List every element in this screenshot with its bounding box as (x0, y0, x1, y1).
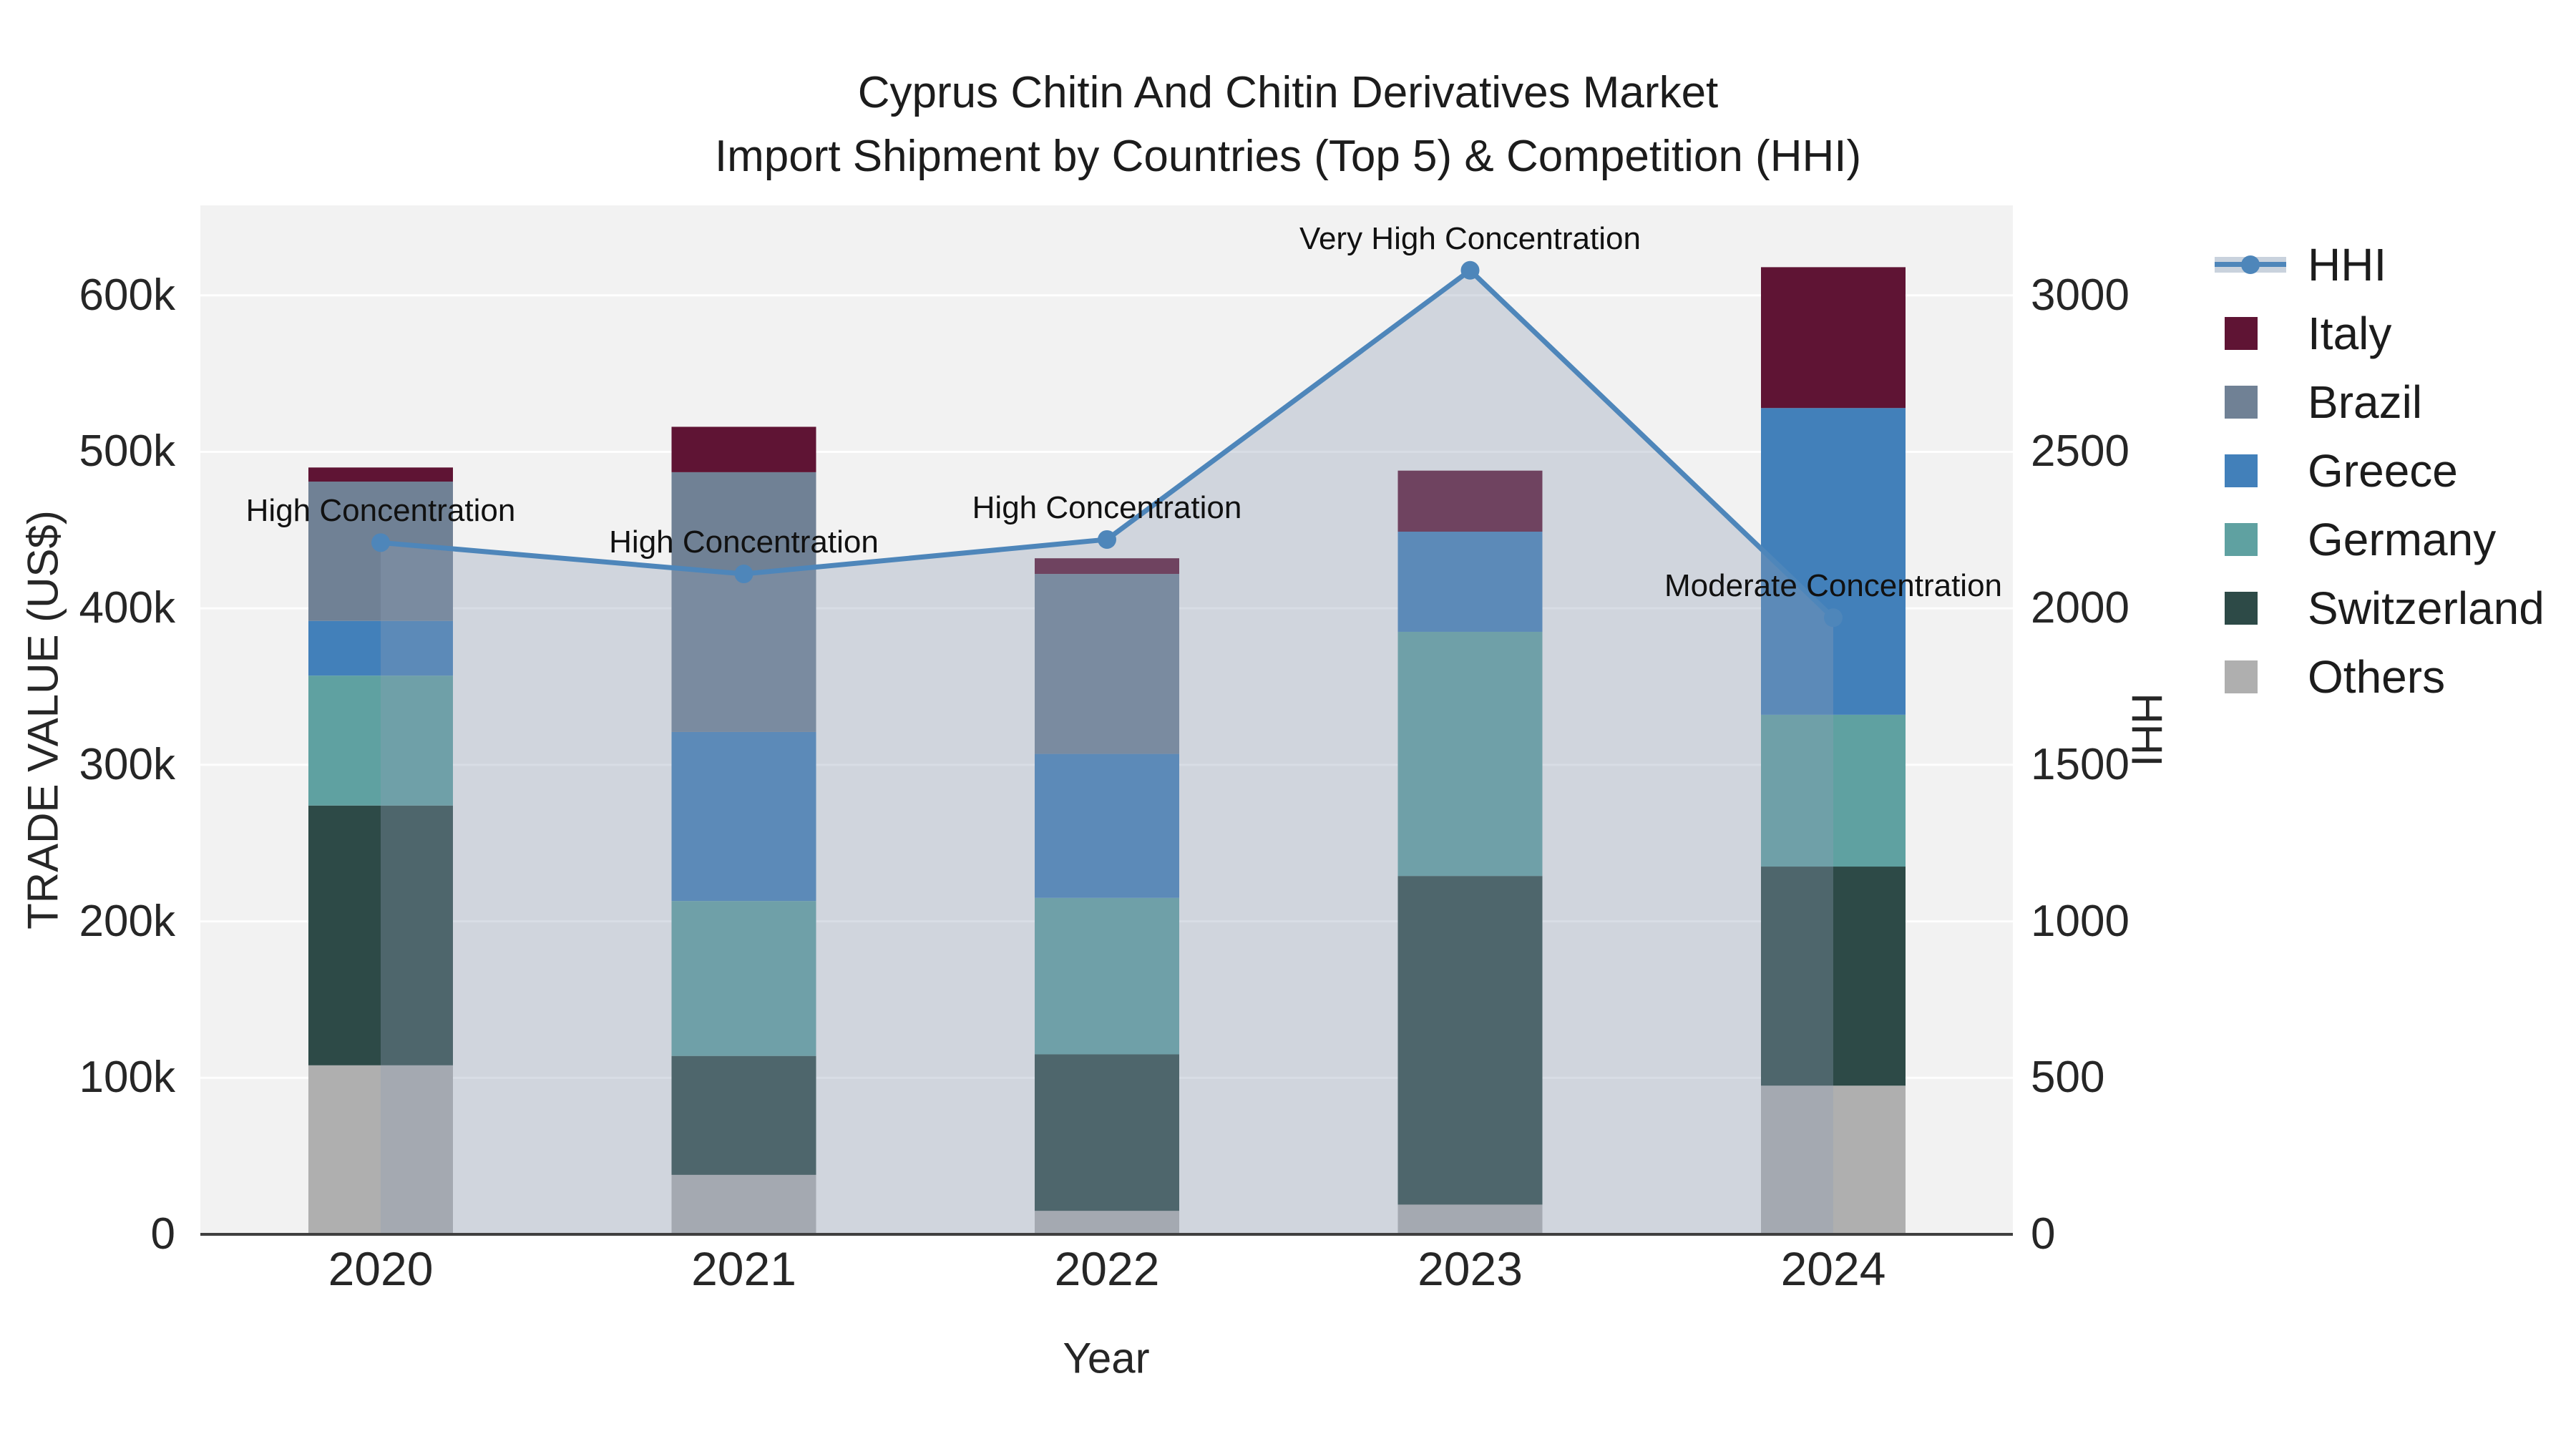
bar-2020-others[interactable] (308, 1065, 453, 1234)
bar-2021-others[interactable] (671, 1174, 816, 1234)
y-left-tick-100k: 100k (79, 1053, 175, 1103)
y-left-tick-300k: 300k (79, 739, 175, 789)
bar-2024-germany[interactable] (1761, 714, 1906, 867)
hhi-marker-2023[interactable] (1460, 260, 1480, 280)
y-left-tick-600k: 600k (79, 270, 175, 320)
legend-item-others[interactable]: Others (2215, 643, 2545, 711)
x-tick-2023: 2023 (1418, 1242, 1523, 1295)
legend-label-hhi: HHI (2308, 239, 2387, 291)
legend-label-greece: Greece (2308, 445, 2458, 497)
annotation-2024: Moderate Concentration (1664, 568, 2003, 604)
bar-2021-italy[interactable] (671, 426, 816, 472)
bar-2021-brazil[interactable] (671, 472, 816, 732)
bar-2022-greece[interactable] (1035, 753, 1179, 898)
x-tick-2021: 2021 (691, 1242, 796, 1295)
bar-2023-greece[interactable] (1397, 532, 1543, 632)
swatch-greece (2225, 454, 2258, 487)
bar-2024-switzerland[interactable] (1761, 867, 1906, 1086)
chart-title-line2: Import Shipment by Countries (Top 5) & C… (714, 132, 1862, 181)
color-swatch-icon (2215, 660, 2286, 694)
y-axis-right-title: HHI (2122, 693, 2171, 767)
hhi-marker-2022[interactable] (1098, 530, 1116, 549)
legend-label-italy: Italy (2308, 308, 2392, 359)
y-left-tick-400k: 400k (79, 583, 175, 633)
bar-2023-others[interactable] (1397, 1204, 1543, 1234)
legend-label-switzerland: Switzerland (2308, 582, 2545, 634)
bar-2024-others[interactable] (1761, 1085, 1906, 1234)
legend: HHI Italy Brazil Greece Germany Switzerland Ot… (2215, 230, 2545, 711)
bar-2021-greece[interactable] (671, 731, 816, 902)
x-tick-2020: 2020 (328, 1242, 434, 1295)
bar-2023-italy[interactable] (1397, 470, 1543, 532)
chart-title-line1: Cyprus Chitin And Chitin Derivatives Mar… (857, 68, 1719, 117)
legend-item-italy[interactable]: Italy (2215, 299, 2545, 368)
annotation-2023: Very High Concentration (1299, 220, 1641, 256)
swatch-brazil (2225, 386, 2258, 419)
y-right-tick-2000: 2000 (2031, 583, 2129, 633)
color-swatch-icon (2215, 454, 2286, 488)
annotation-2022: High Concentration (972, 489, 1242, 525)
bar-2022-others[interactable] (1035, 1211, 1179, 1234)
x-tick-2022: 2022 (1054, 1242, 1160, 1295)
bar-2021-germany[interactable] (671, 901, 816, 1056)
bar-2020-germany[interactable] (308, 675, 453, 806)
annotation-2020: High Concentration (245, 493, 516, 529)
y-right-tick-1000: 1000 (2031, 896, 2129, 946)
swatch-italy (2225, 317, 2258, 350)
color-swatch-icon (2215, 385, 2286, 419)
color-swatch-icon (2215, 316, 2286, 351)
bar-2023-switzerland[interactable] (1397, 876, 1543, 1205)
y-right-tick-1500: 1500 (2031, 739, 2129, 789)
legend-item-germany[interactable]: Germany (2215, 505, 2545, 574)
bar-2021-switzerland[interactable] (671, 1055, 816, 1175)
swatch-germany (2225, 523, 2258, 556)
hhi-marker-2021[interactable] (734, 565, 753, 584)
bar-2022-italy[interactable] (1035, 558, 1179, 575)
legend-item-hhi[interactable]: HHI (2215, 230, 2545, 299)
color-swatch-icon (2215, 591, 2286, 625)
bar-2020-switzerland[interactable] (308, 805, 453, 1065)
color-swatch-icon (2215, 522, 2286, 557)
bar-2022-germany[interactable] (1035, 897, 1179, 1055)
y-axis-left-title: TRADE VALUE (US$) (19, 510, 67, 930)
bar-2023-germany[interactable] (1397, 631, 1543, 877)
hhi-area-fill (381, 270, 1833, 1235)
swatch-switzerland (2225, 592, 2258, 625)
annotation-2021: High Concentration (609, 525, 879, 560)
x-axis-title: Year (1063, 1334, 1150, 1382)
hhi-marker-glyph (2241, 255, 2260, 274)
hhi-line-icon (2215, 248, 2286, 282)
bar-2024-italy[interactable] (1761, 267, 1906, 409)
y-right-tick-2500: 2500 (2031, 426, 2129, 477)
legend-item-greece[interactable]: Greece (2215, 436, 2545, 505)
y-right-tick-500: 500 (2031, 1053, 2105, 1103)
legend-label-germany: Germany (2308, 514, 2497, 565)
legend-item-switzerland[interactable]: Switzerland (2215, 574, 2545, 643)
bar-2020-greece[interactable] (308, 620, 453, 676)
bar-2022-brazil[interactable] (1035, 574, 1179, 754)
legend-label-others: Others (2308, 651, 2446, 703)
y-left-tick-500k: 500k (79, 426, 175, 477)
legend-label-brazil: Brazil (2308, 376, 2423, 428)
bar-2020-italy[interactable] (308, 467, 453, 482)
hhi-marker-2020[interactable] (371, 533, 390, 552)
bar-2024-greece[interactable] (1761, 408, 1906, 715)
y-left-tick-200k: 200k (79, 896, 175, 946)
y-right-tick-3000: 3000 (2031, 270, 2129, 320)
swatch-others (2225, 660, 2258, 693)
bar-2022-switzerland[interactable] (1035, 1054, 1179, 1211)
y-right-tick-0: 0 (2031, 1209, 2056, 1259)
x-tick-2024: 2024 (1780, 1242, 1886, 1295)
y-left-tick-0: 0 (150, 1209, 175, 1259)
legend-item-brazil[interactable]: Brazil (2215, 368, 2545, 436)
hhi-marker-2024[interactable] (1824, 608, 1843, 628)
